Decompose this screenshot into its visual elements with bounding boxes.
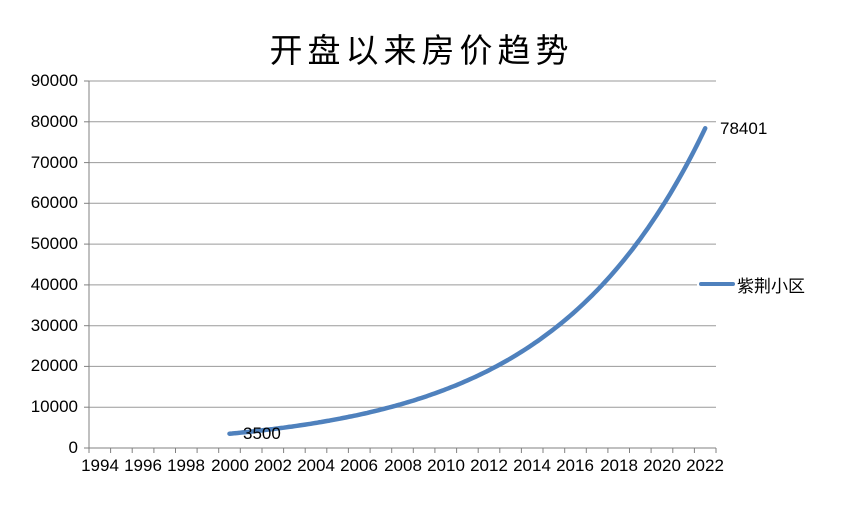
data-label-first-point: 3500 bbox=[243, 424, 281, 443]
y-axis-tick-label: 20000 bbox=[30, 356, 78, 375]
x-axis-tick-label: 2000 bbox=[211, 456, 249, 475]
y-axis-tick-label: 40000 bbox=[30, 275, 78, 294]
y-axis-tick-label: 90000 bbox=[30, 71, 78, 90]
x-axis-tick-label: 1994 bbox=[81, 456, 119, 475]
y-axis-tick-label: 80000 bbox=[30, 112, 78, 131]
y-axis-tick-label: 10000 bbox=[30, 397, 78, 416]
x-axis-tick-label: 1998 bbox=[167, 456, 205, 475]
x-axis-tick-label: 1996 bbox=[124, 456, 162, 475]
y-axis-tick-label: 0 bbox=[68, 438, 78, 457]
legend-series-label: 紫荆小区 bbox=[737, 276, 805, 296]
x-axis-tick-label: 2018 bbox=[600, 456, 638, 475]
x-axis-tick-label: 2002 bbox=[254, 456, 292, 475]
x-axis-tick-label: 2010 bbox=[427, 456, 465, 475]
y-axis-tick-label: 50000 bbox=[30, 234, 78, 253]
x-axis-tick-label: 2022 bbox=[686, 456, 724, 475]
x-axis-tick-label: 2008 bbox=[384, 456, 422, 475]
x-axis-tick-label: 2012 bbox=[470, 456, 508, 475]
y-axis-tick-label: 60000 bbox=[30, 193, 78, 212]
x-axis-tick-label: 2004 bbox=[297, 456, 335, 475]
legend: 紫荆小区 bbox=[697, 270, 807, 298]
x-axis-tick-label: 2016 bbox=[556, 456, 594, 475]
y-axis-tick-label: 30000 bbox=[30, 316, 78, 335]
x-axis-tick-label: 2014 bbox=[513, 456, 551, 475]
chart-title: 开盘以来房价趋势 bbox=[269, 32, 574, 69]
legend-line-sample bbox=[699, 282, 735, 286]
price-trend-line bbox=[227, 126, 708, 436]
x-axis-tick-label: 2020 bbox=[643, 456, 681, 475]
y-axis-tick-label: 70000 bbox=[30, 153, 78, 172]
x-axis-tick-label: 2006 bbox=[340, 456, 378, 475]
data-label-last-point: 78401 bbox=[720, 119, 768, 138]
